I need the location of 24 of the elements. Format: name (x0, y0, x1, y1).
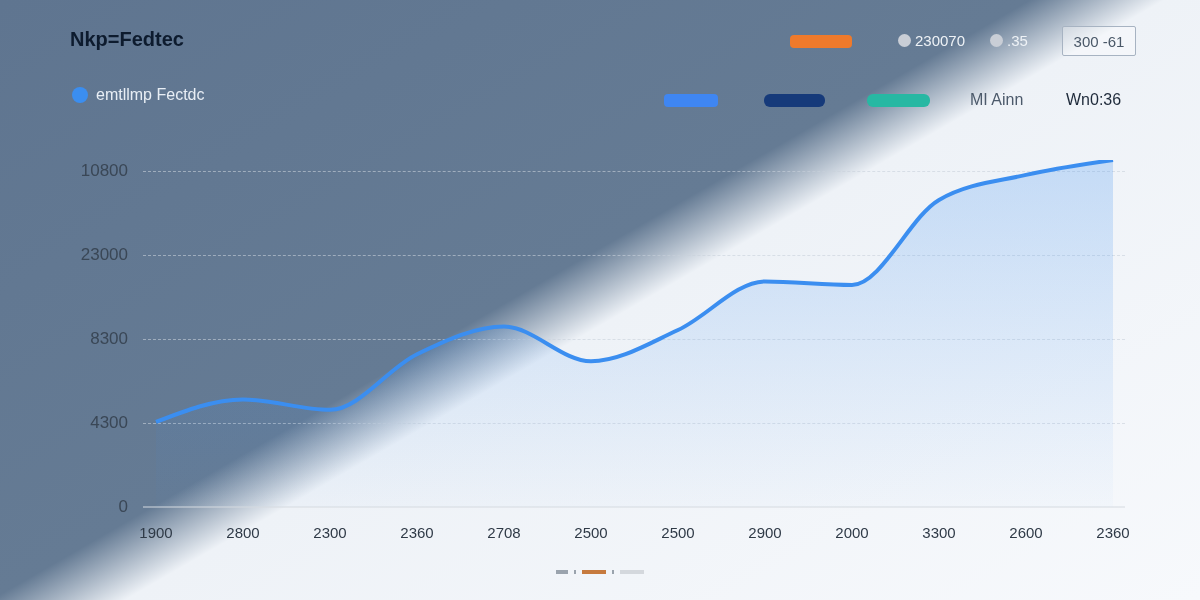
x-tick-label: 2300 (313, 523, 347, 541)
x-tick-label: 2360 (400, 523, 434, 541)
text: 300 -61 (1062, 26, 1136, 56)
legend-label: emtllmp Fectdc (96, 86, 205, 104)
x-tick-label: 2708 (487, 523, 521, 541)
x-tick-label: 2600 (1009, 523, 1043, 541)
x-tick-label: 1900 (139, 523, 173, 541)
text: 10800 (80, 160, 128, 182)
x-tick-label: 2800 (226, 523, 260, 541)
x-tick-label: 2000 (835, 523, 869, 541)
chart-title: Nkp=Fedtec (70, 28, 184, 51)
x-tick-label: 3300 (922, 523, 956, 541)
text: 230070 (914, 32, 966, 49)
text: .35 (1006, 32, 1028, 49)
x-tick-label: 2360 (1096, 523, 1130, 541)
text: 4300 (90, 412, 128, 434)
x-tick-label: 2500 (574, 523, 608, 541)
text: 0 (118, 496, 128, 518)
text: MI Ainn (970, 91, 1024, 109)
x-tick-label: 2500 (661, 523, 695, 541)
text: 23000 (80, 244, 128, 266)
text: Wn0:36 (1066, 91, 1122, 109)
x-tick-label: 2900 (748, 523, 782, 541)
text: 8300 (90, 328, 128, 350)
